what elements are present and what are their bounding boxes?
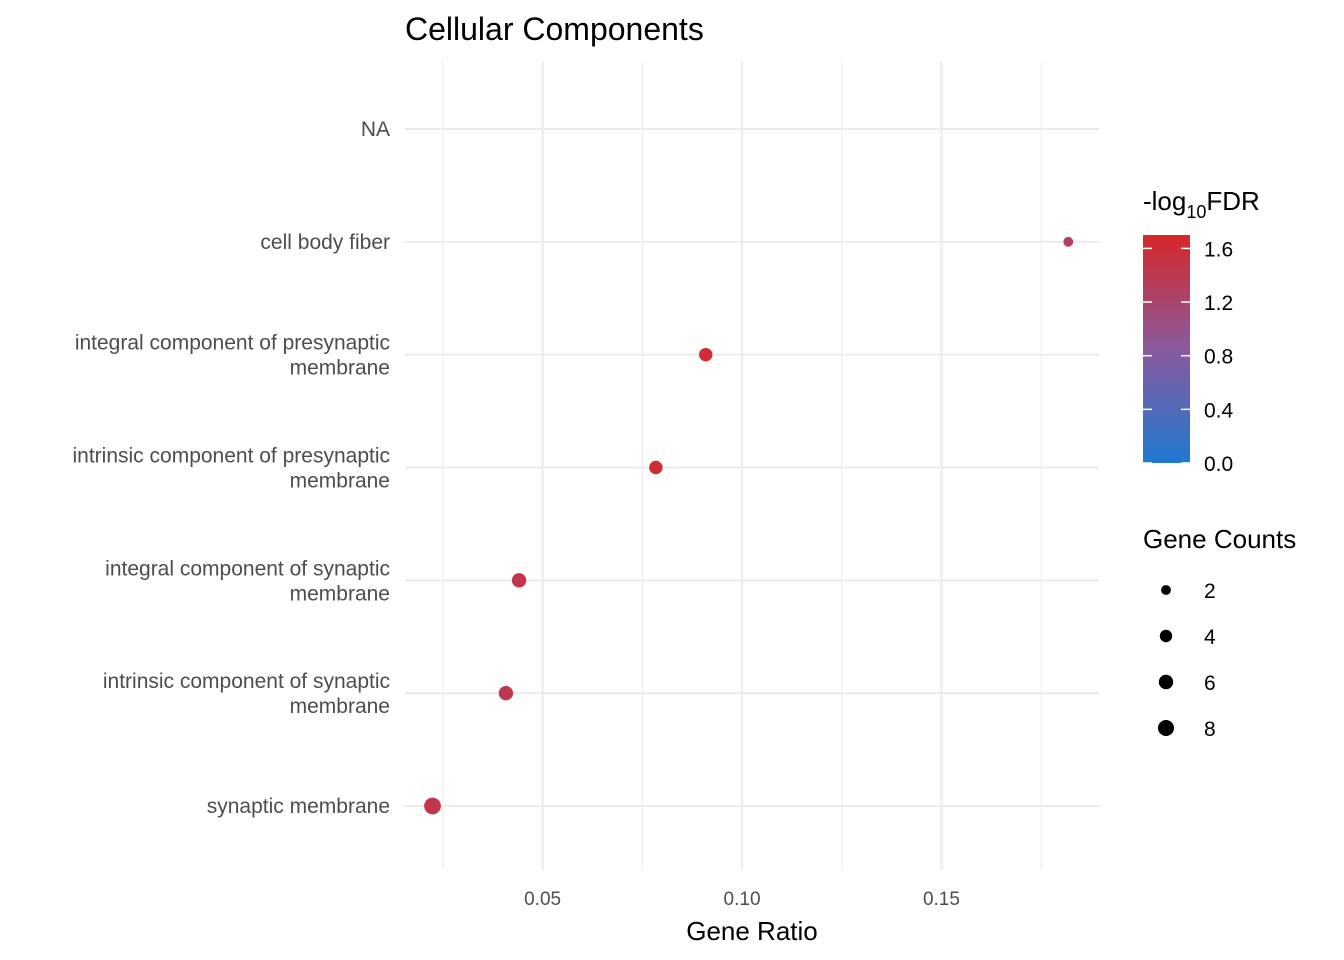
color-legend-title: -log10FDR (1143, 186, 1260, 222)
color-legend-label: 0.0 (1204, 453, 1233, 476)
size-legend-dot (1161, 585, 1171, 595)
x-axis-ticks: 0.05 0.10 0.15 (524, 889, 960, 910)
category-label-line: integral component of presynaptic (75, 332, 390, 355)
chart-title: Cellular Components (405, 11, 704, 47)
size-legend-title: Gene Counts (1143, 524, 1296, 554)
category-label-line: membrane (290, 469, 390, 492)
category-label: intrinsic component of synaptic membrane (103, 670, 390, 718)
data-point (649, 460, 663, 475)
data-point (699, 347, 713, 362)
category-label-line: intrinsic component of presynaptic (73, 444, 391, 467)
color-legend-title-prefix: -log (1143, 186, 1186, 216)
data-point (424, 797, 441, 815)
category-label: intrinsic component of presynaptic membra… (73, 444, 391, 492)
data-point (498, 685, 514, 701)
size-legend-dot (1157, 719, 1175, 737)
category-label-line: integral component of synaptic (105, 557, 390, 580)
category-label: synaptic membrane (207, 795, 390, 818)
category-label: integral component of presynaptic membran… (75, 332, 390, 380)
grid (405, 62, 1099, 870)
size-legend: Gene Counts 2 4 6 8 (1143, 524, 1296, 741)
category-label-line: membrane (290, 582, 390, 605)
data-point (1063, 236, 1074, 247)
color-legend-label: 1.2 (1204, 292, 1233, 315)
x-tick-label: 0.05 (524, 889, 561, 910)
color-legend-bar (1143, 235, 1190, 463)
x-axis-title: Gene Ratio (686, 916, 818, 946)
category-label-line: intrinsic component of synaptic (103, 670, 390, 693)
color-legend-label: 0.8 (1204, 346, 1233, 369)
color-legend-label: 1.6 (1204, 238, 1233, 261)
data-points (424, 236, 1074, 815)
color-legend-ticks: 0.0 0.4 0.8 1.2 1.6 (1143, 238, 1234, 476)
color-legend-title-suffix: FDR (1206, 186, 1259, 216)
color-legend: -log10FDR 0.0 0.4 0.8 1.2 1.6 (1143, 186, 1260, 476)
size-legend-label: 2 (1204, 580, 1216, 603)
category-label: cell body fiber (260, 231, 390, 254)
color-legend-label: 0.4 (1204, 399, 1234, 422)
data-point (511, 573, 527, 588)
category-labels: NA cell body fiber integral component of p… (73, 118, 391, 818)
size-legend-label: 6 (1204, 672, 1216, 695)
size-legend-label: 4 (1204, 626, 1216, 649)
size-legend-dot (1159, 629, 1173, 643)
color-legend-title-sub: 10 (1186, 202, 1206, 222)
size-legend-items: 2 4 6 8 (1157, 580, 1216, 741)
category-label: integral component of synaptic membrane (105, 557, 390, 605)
x-tick-label: 0.15 (923, 889, 960, 910)
category-label: NA (361, 118, 390, 141)
category-label-line: membrane (290, 695, 390, 718)
size-legend-label: 8 (1204, 718, 1216, 741)
category-label-line: membrane (290, 357, 390, 380)
x-tick-label: 0.10 (724, 889, 761, 910)
size-legend-dot (1158, 674, 1174, 690)
